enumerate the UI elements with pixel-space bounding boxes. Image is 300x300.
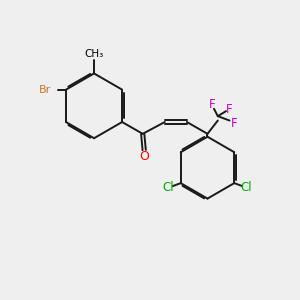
Text: CH₃: CH₃ [84,49,104,59]
Text: Cl: Cl [163,181,174,194]
Text: F: F [226,103,233,116]
Text: Br: Br [39,85,51,94]
Text: F: F [209,98,216,111]
Text: O: O [139,150,149,163]
Text: F: F [231,117,237,130]
Text: Cl: Cl [241,181,252,194]
